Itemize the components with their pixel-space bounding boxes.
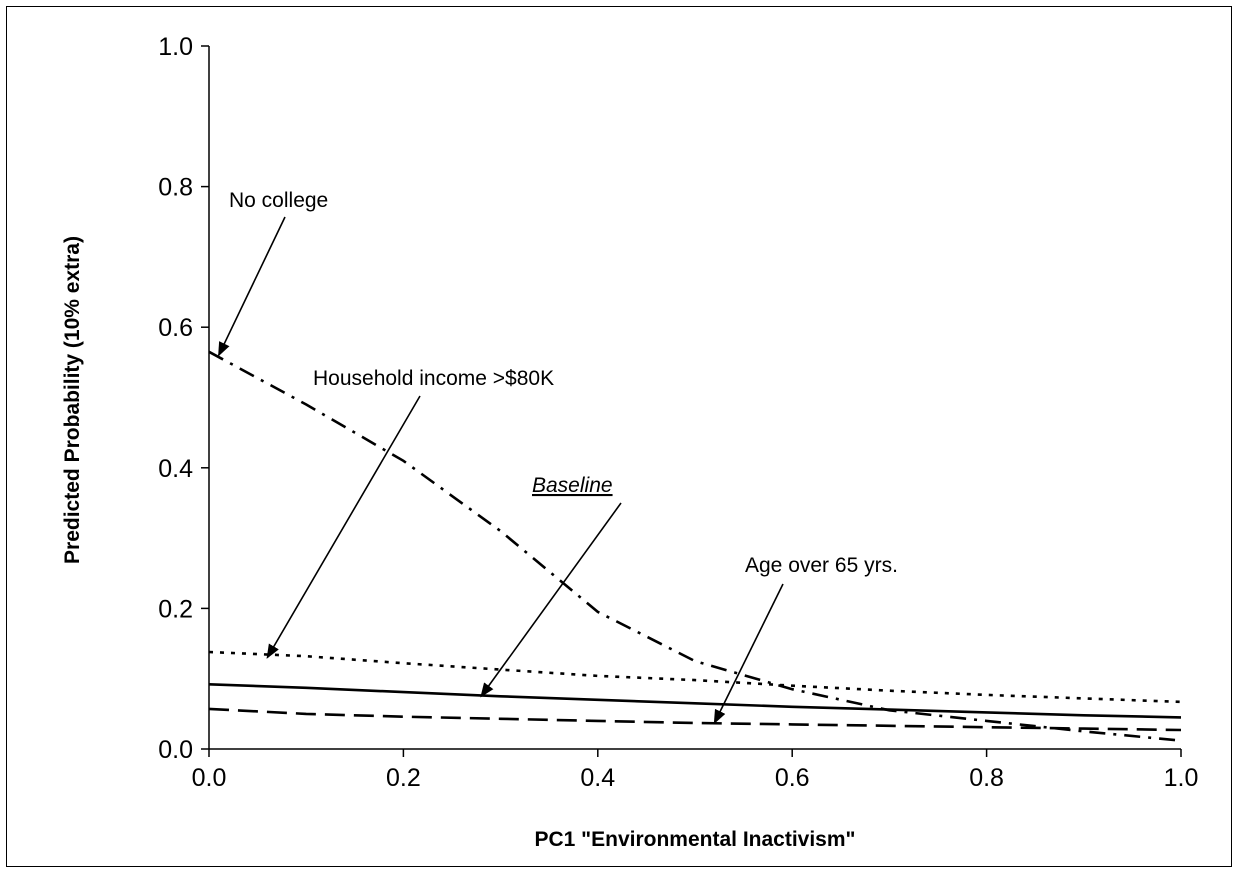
y-axis-label: Predicted Probability (10% extra) bbox=[61, 236, 84, 564]
series-line-no-college bbox=[208, 350, 1182, 742]
series-line-age-over-65-yrs bbox=[208, 707, 1182, 732]
annotation-household-income-80k: Household income >$80K bbox=[313, 367, 554, 390]
ticks: 0.0 0.2 0.4 0.6 0.8 1.0 0.0 0.2 0.4 0.6 0.8 1.0 bbox=[158, 33, 1198, 792]
axes bbox=[208, 46, 1181, 750]
series-lines bbox=[208, 350, 1182, 742]
chart-frame bbox=[6, 6, 1232, 867]
annotation-arrow-no-college bbox=[217, 216, 286, 357]
x-tick-label: 0.2 bbox=[386, 764, 421, 792]
series-line-baseline bbox=[208, 683, 1182, 719]
x-tick-label: 0.0 bbox=[192, 764, 227, 792]
annotation-arrow-age-over-65-yrs bbox=[713, 583, 784, 725]
x-axis-label: PC1 "Environmental Inactivism" bbox=[534, 828, 855, 851]
x-tick-label: 1.0 bbox=[1164, 764, 1199, 792]
x-tick-label: 0.8 bbox=[969, 764, 1004, 792]
annotations: No college Household income >$80K Baseline… bbox=[217, 189, 898, 725]
annotation-arrow-household-income-80k bbox=[266, 395, 421, 659]
y-tick-label: 0.6 bbox=[158, 314, 193, 342]
y-tick-label: 0.8 bbox=[158, 174, 193, 202]
x-tick-label: 0.6 bbox=[775, 764, 810, 792]
annotation-baseline: Baseline bbox=[532, 474, 613, 497]
y-tick-label: 1.0 bbox=[158, 33, 193, 61]
y-tick-label: 0.2 bbox=[158, 595, 193, 623]
y-tick-label: 0.0 bbox=[158, 736, 193, 764]
series-line-household-income-80k bbox=[208, 650, 1182, 704]
annotation-age-over-65-yrs: Age over 65 yrs. bbox=[745, 554, 898, 577]
x-tick-label: 0.4 bbox=[580, 764, 615, 792]
y-tick-label: 0.4 bbox=[158, 455, 193, 483]
annotation-no-college: No college bbox=[229, 189, 328, 212]
annotation-arrow-baseline bbox=[480, 502, 622, 698]
